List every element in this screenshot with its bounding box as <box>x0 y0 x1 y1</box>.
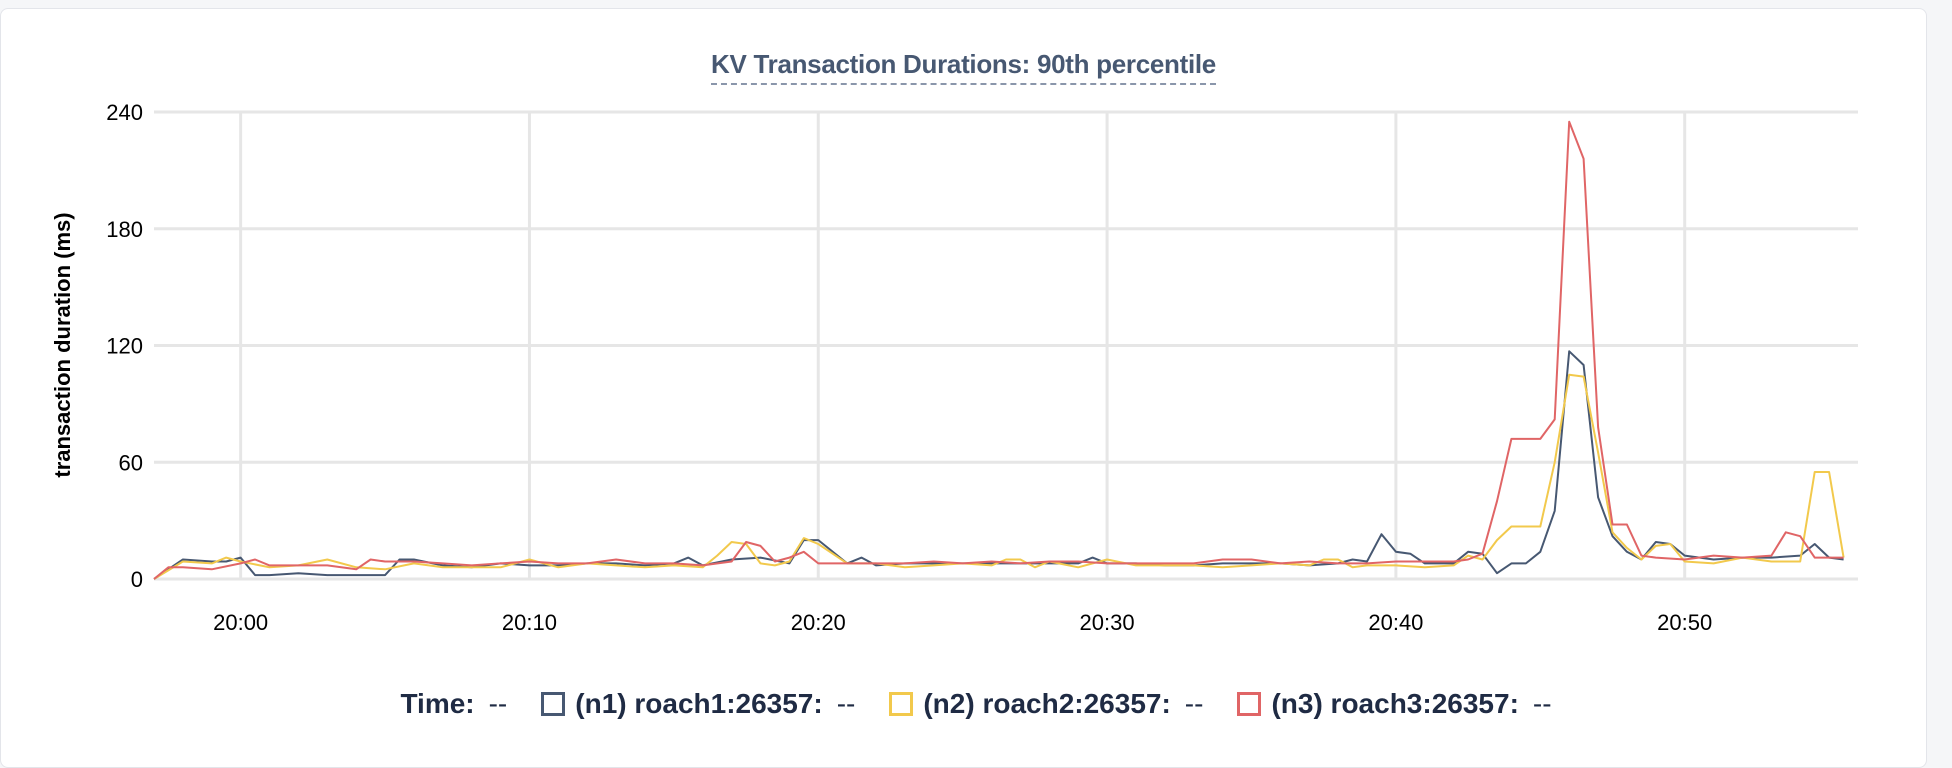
legend-item-n2[interactable]: (n2) roach2:26357: -- <box>889 688 1203 720</box>
x-tick-label: 20:00 <box>213 610 268 635</box>
legend-value-n3: -- <box>1532 688 1552 719</box>
y-tick-label: 120 <box>106 334 143 359</box>
x-tick-label: 20:30 <box>1080 610 1135 635</box>
x-axis-ticks: 20:00 20:10 20:20 20:30 20:40 20:50 <box>213 610 1712 635</box>
legend-label-n3: (n3) roach3:26357: <box>1271 688 1519 719</box>
legend: Time: -- (n1) roach1:26357: -- (n2) roac… <box>0 688 1952 720</box>
y-tick-label: 240 <box>106 100 143 125</box>
y-tick-label: 60 <box>119 450 143 475</box>
legend-swatch-n1[interactable] <box>541 692 566 716</box>
y-axis-label: transaction duration (ms) <box>50 212 75 477</box>
chart-panel: KV Transaction Durations: 90th percentil… <box>0 8 1927 768</box>
grid-lines <box>154 110 1858 581</box>
series-line-n1[interactable] <box>153 350 1844 580</box>
legend-swatch-n2[interactable] <box>889 692 914 716</box>
y-tick-label: 0 <box>131 567 143 592</box>
x-tick-label: 20:50 <box>1657 610 1712 635</box>
legend-time-label: Time: <box>400 688 475 719</box>
y-tick-label: 180 <box>106 217 143 242</box>
legend-label-n2: (n2) roach2:26357: <box>923 688 1171 719</box>
y-axis-ticks: 0 60 120 180 240 <box>106 100 143 592</box>
legend-label-n1: (n1) roach1:26357: <box>575 688 823 719</box>
legend-swatch-n3[interactable] <box>1237 692 1262 716</box>
x-tick-label: 20:20 <box>791 610 846 635</box>
legend-value-n2: -- <box>1184 688 1204 719</box>
legend-time: Time: -- <box>400 688 507 720</box>
x-tick-label: 20:40 <box>1368 610 1423 635</box>
chart-title-wrap: KV Transaction Durations: 90th percentil… <box>1 49 1926 85</box>
chart-title[interactable]: KV Transaction Durations: 90th percentil… <box>711 49 1216 85</box>
series-lines[interactable] <box>153 120 1845 580</box>
legend-value-n1: -- <box>836 688 856 719</box>
x-tick-label: 20:10 <box>502 610 557 635</box>
series-line-n2[interactable] <box>153 373 1845 580</box>
series-line-n3[interactable] <box>153 120 1844 580</box>
legend-time-value: -- <box>488 688 508 719</box>
legend-item-n3[interactable]: (n3) roach3:26357: -- <box>1237 688 1552 720</box>
legend-item-n1[interactable]: (n1) roach1:26357: -- <box>541 688 855 720</box>
